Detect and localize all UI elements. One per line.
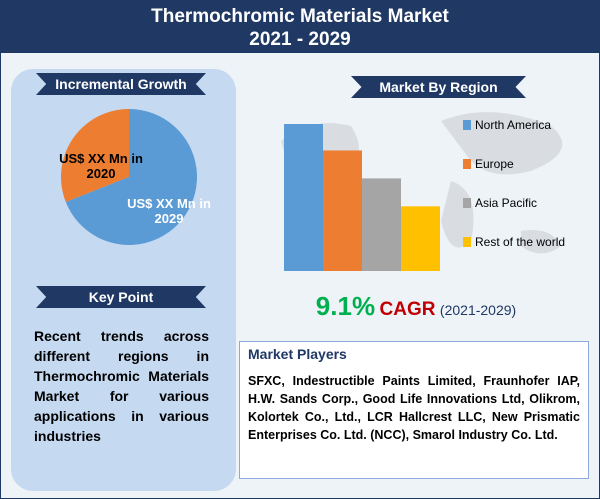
legend-label: Asia Pacific [475, 196, 537, 210]
pie-slice [61, 109, 129, 203]
bar [284, 124, 323, 271]
title: Thermochromic Materials Market [151, 6, 449, 27]
legend-swatch [463, 198, 471, 208]
market-players: Market Players SFXC, Indestructible Pain… [239, 341, 589, 479]
legend-label: Rest of the world [475, 235, 565, 249]
key-point-text: Recent trends across different regions i… [34, 328, 209, 444]
market-players-heading: Market Players [248, 346, 347, 362]
legend-swatch [463, 159, 471, 169]
pie-label: US$ XX Mn in 2029 [127, 196, 211, 226]
pie-title: Incremental Growth [36, 73, 206, 95]
bar-title: Market By Region [351, 76, 526, 98]
bar-chart: North America Europe Asia Pacific Rest of t… [281, 112, 565, 271]
subtitle: 2021 - 2029 [249, 29, 351, 50]
legend-label: Europe [475, 157, 514, 171]
cagr: 9.1% CAGR (2021-2029) [241, 291, 591, 322]
header: Thermochromic Materials Market 2021 - 20… [1, 1, 599, 53]
bar [323, 150, 362, 271]
bar [401, 206, 440, 271]
legend-label: North America [475, 118, 551, 132]
pie-label: US$ XX Mn in 2020 [59, 151, 143, 181]
legend-swatch [463, 237, 471, 247]
market-players-text: SFXC, Indestructible Paints Limited, Fra… [248, 374, 580, 442]
key-point-heading: Key Point [36, 286, 206, 308]
pie-chart [61, 109, 197, 246]
cagr-period: (2021-2029) [439, 302, 517, 318]
cagr-value: 9.1% [315, 291, 376, 321]
legend-swatch [463, 120, 471, 130]
bar [362, 178, 401, 271]
cagr-label: CAGR [379, 299, 436, 320]
pie-slice [65, 109, 197, 246]
